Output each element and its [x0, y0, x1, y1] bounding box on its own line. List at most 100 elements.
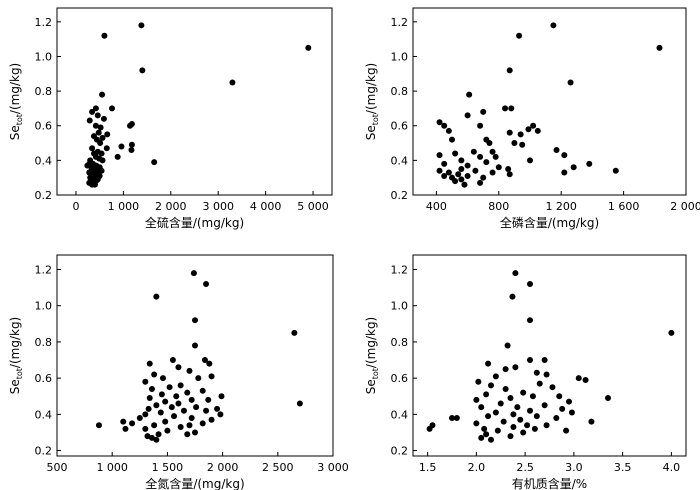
data-point	[109, 105, 115, 112]
y-tick-label: 0.6	[391, 120, 409, 133]
data-point	[452, 150, 459, 157]
data-point	[449, 414, 455, 421]
data-point	[184, 389, 191, 396]
data-point	[550, 22, 557, 29]
data-point	[502, 386, 509, 392]
data-point	[464, 112, 471, 119]
data-point	[475, 378, 482, 385]
data-point	[461, 181, 468, 188]
data-point	[563, 427, 570, 434]
data-point	[505, 166, 512, 173]
x-tick-label: 5 000	[297, 200, 329, 213]
data-point	[477, 122, 484, 129]
data-point	[477, 179, 484, 186]
scatter-panel-1: 0 1 000 2 000 3 000 4 000 5 000 0.2 0.4 0.6 0.8 1.…	[8, 7, 333, 230]
data-point	[205, 396, 212, 403]
y-tick-label: 1.2	[35, 263, 53, 276]
data-point	[151, 371, 158, 378]
data-point	[95, 422, 102, 429]
data-point	[157, 409, 164, 416]
data-point	[92, 105, 99, 112]
data-point	[142, 411, 149, 418]
data-point	[86, 117, 93, 124]
data-point	[118, 143, 125, 150]
x-tick-label: 2 000	[155, 200, 187, 213]
data-point	[612, 167, 619, 174]
x-axis-label: 有机质含量/%	[512, 476, 587, 490]
y-tick-label: 0.4	[391, 154, 409, 167]
data-point	[492, 409, 499, 416]
data-point	[99, 134, 106, 141]
y-axis-label-subscript: tot	[15, 114, 24, 125]
data-point	[166, 384, 173, 391]
x-tick-label: 1 000	[96, 461, 128, 474]
y-axis-label-main: Se	[364, 125, 378, 140]
data-point	[492, 153, 499, 160]
x-tick-label: 2.0	[468, 461, 486, 474]
y-axis-label: Setot/(mg/kg)	[8, 317, 24, 395]
data-point	[168, 404, 175, 411]
data-point	[122, 425, 129, 432]
x-tick-label: 4.0	[663, 461, 681, 474]
x-tick-label: 2.5	[516, 461, 534, 474]
data-point	[510, 411, 517, 418]
y-tick-label: 0.2	[35, 189, 53, 202]
y-tick-label: 0.2	[391, 445, 409, 458]
data-point	[199, 387, 206, 394]
data-point	[473, 396, 480, 403]
data-point	[483, 159, 490, 166]
data-point	[527, 407, 533, 414]
data-point	[99, 91, 106, 98]
data-point	[668, 329, 675, 336]
data-point	[445, 127, 452, 134]
data-point	[543, 422, 550, 429]
y-tick-label: 1.0	[391, 50, 409, 63]
y-tick-label: 0.4	[391, 408, 409, 421]
y-tick-label: 1.0	[35, 300, 53, 313]
y-tick-label: 0.2	[391, 189, 409, 202]
data-point	[506, 67, 513, 74]
y-axis-label-unit: /(mg/kg)	[8, 63, 22, 114]
data-point	[84, 162, 91, 169]
data-point	[146, 360, 153, 367]
data-point	[89, 108, 96, 115]
y-axis-label: Setot/(mg/kg)	[364, 63, 380, 141]
x-axis-label: 全硫含量/(mg/kg)	[145, 215, 244, 230]
y-axis-label-main: Se	[364, 379, 378, 394]
data-point	[114, 153, 121, 160]
data-point	[473, 420, 480, 427]
data-point	[217, 411, 224, 418]
data-point	[536, 380, 543, 387]
x-tick-label: 2 000	[670, 200, 700, 213]
data-point	[193, 404, 200, 411]
data-point	[520, 389, 527, 396]
y-axis-label-unit: /(mg/kg)	[364, 63, 378, 114]
data-point	[136, 414, 143, 421]
data-point	[103, 145, 110, 152]
data-point	[177, 424, 184, 431]
data-point	[155, 431, 162, 438]
data-point	[89, 145, 96, 152]
plot-frame	[412, 254, 687, 457]
data-point	[507, 433, 514, 440]
data-point	[517, 416, 524, 423]
data-point	[89, 181, 96, 188]
y-axis-label: Setot/(mg/kg)	[364, 317, 380, 395]
y-tick-label: 1.2	[35, 16, 53, 29]
data-point	[466, 91, 473, 98]
x-tick-label: 1 600	[608, 200, 640, 213]
data-point	[129, 420, 136, 427]
data-point	[480, 108, 487, 115]
data-point	[441, 160, 448, 167]
y-axis-label-subscript: tot	[371, 114, 380, 125]
x-tick-label: 3.5	[614, 461, 632, 474]
y-axis-label-main: Se	[8, 125, 22, 140]
data-point	[97, 124, 104, 131]
y-tick-label: 0.8	[35, 336, 53, 349]
data-point	[305, 44, 312, 51]
data-point	[568, 409, 575, 416]
data-point	[533, 369, 540, 376]
data-point	[508, 105, 515, 112]
data-point	[145, 405, 152, 412]
data-point	[575, 375, 582, 382]
